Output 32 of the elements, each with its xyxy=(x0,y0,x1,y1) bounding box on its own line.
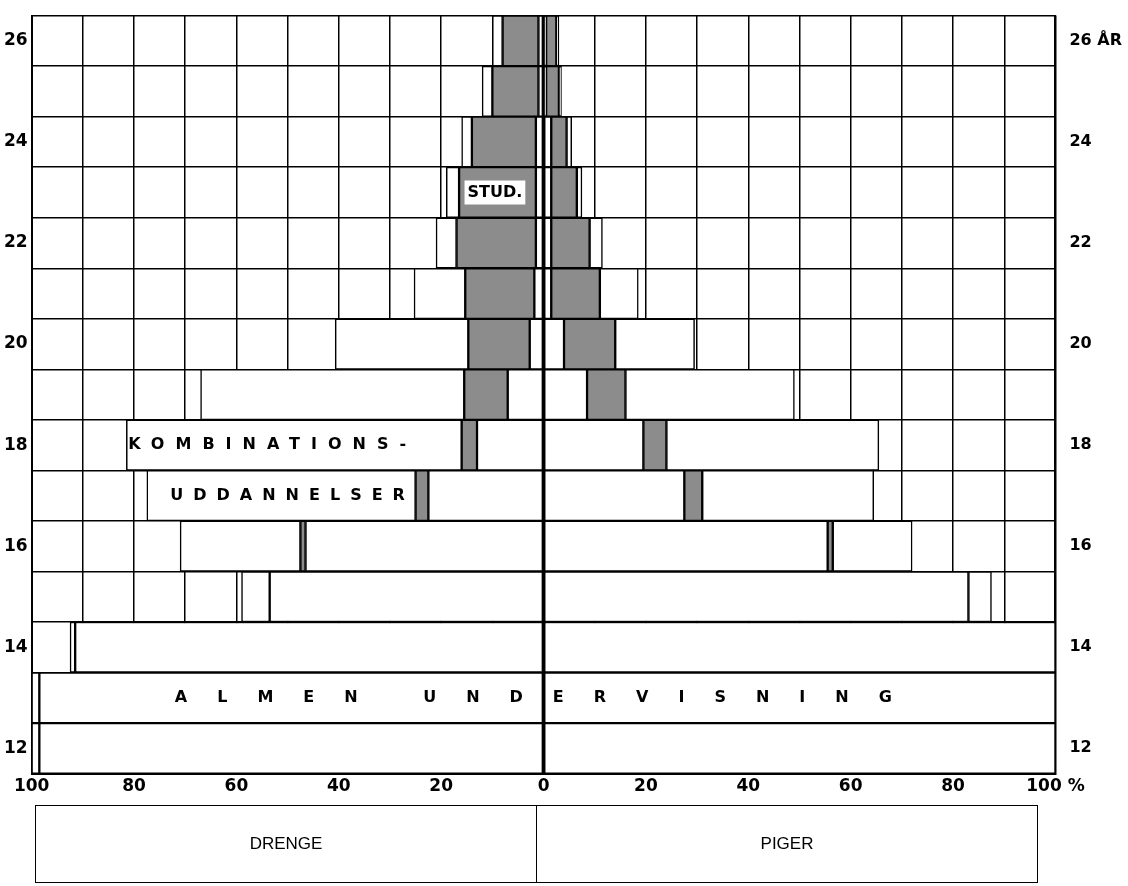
x-tick-label: 60 xyxy=(224,775,249,796)
y2-tick-label: 16 xyxy=(1069,535,1092,555)
y-tick-label: 20 xyxy=(3,332,28,353)
annotation: UDDANNELSER xyxy=(170,484,415,504)
y-tick-label: 22 xyxy=(3,231,28,252)
text: PIGER xyxy=(536,806,1037,882)
x-tick-label: 40 xyxy=(326,775,351,796)
x-tick-label: 60 xyxy=(838,775,863,796)
y2-tick-label: 18 xyxy=(1069,434,1092,454)
x-tick-label: 40 xyxy=(736,775,761,796)
y2-tick-label: 26 ÅR xyxy=(1069,30,1123,50)
y-tick-label: 14 xyxy=(3,635,28,656)
annotation: STUD. xyxy=(467,181,523,201)
y2-tick-label: 14 xyxy=(1069,636,1092,656)
text: DRENGE xyxy=(248,833,324,855)
x-tick-label: 80 xyxy=(122,775,147,796)
y2-tick-label: 24 xyxy=(1069,131,1092,151)
y-tick-label: 16 xyxy=(3,534,28,555)
y-tick-label: 12 xyxy=(3,736,28,757)
x-tick-label: 0 xyxy=(537,775,550,796)
x-tick-label: 100 xyxy=(13,775,50,796)
y-tick-label: 24 xyxy=(3,130,28,151)
x-tick-label: 100 % xyxy=(1026,775,1085,796)
x-tick-label: 20 xyxy=(634,775,658,796)
y2-tick-label: 12 xyxy=(1069,737,1092,757)
x-tick-label: 80 xyxy=(941,775,966,796)
y-tick-label: 18 xyxy=(3,433,28,454)
y2-tick-label: 22 xyxy=(1069,232,1092,252)
annotation: KOMBINATIONS- xyxy=(128,434,418,454)
y2-tick-label: 20 xyxy=(1069,333,1092,353)
y-tick-label: 26 xyxy=(3,29,28,50)
x-tick-label: 20 xyxy=(429,775,454,796)
